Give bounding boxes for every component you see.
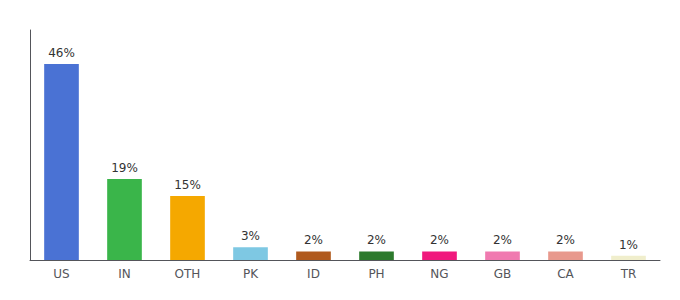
svg-text:46%: 46% xyxy=(48,46,75,60)
svg-text:2%: 2% xyxy=(493,233,512,247)
svg-text:NG: NG xyxy=(430,267,448,281)
svg-text:OTH: OTH xyxy=(175,267,201,281)
svg-text:2%: 2% xyxy=(556,233,575,247)
svg-text:3%: 3% xyxy=(241,229,260,243)
svg-text:15%: 15% xyxy=(174,178,201,192)
svg-text:US: US xyxy=(53,267,69,281)
svg-text:19%: 19% xyxy=(111,161,138,175)
svg-text:1%: 1% xyxy=(619,238,638,252)
svg-text:2%: 2% xyxy=(430,233,449,247)
svg-text:TR: TR xyxy=(620,267,637,281)
svg-text:CA: CA xyxy=(557,267,574,281)
svg-text:IN: IN xyxy=(118,267,131,281)
svg-text:PK: PK xyxy=(243,267,259,281)
svg-text:2%: 2% xyxy=(304,233,323,247)
svg-text:PH: PH xyxy=(368,267,384,281)
svg-text:2%: 2% xyxy=(367,233,386,247)
svg-text:GB: GB xyxy=(494,267,512,281)
svg-text:ID: ID xyxy=(307,267,320,281)
